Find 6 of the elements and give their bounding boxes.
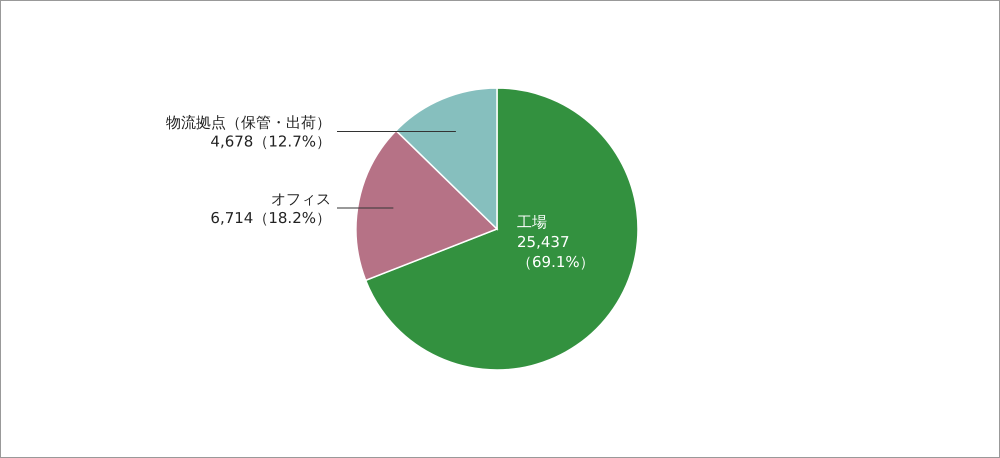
slice-label: 物流拠点（保管・出荷）	[166, 114, 331, 132]
data-label: 4,678（12.7%）	[210, 132, 331, 151]
slice-label: オフィス	[271, 190, 331, 208]
data-label: 6,714（18.2%）	[210, 208, 331, 227]
slice-label: 工場	[517, 213, 547, 231]
data-label: 25,437 （69.1%）	[517, 233, 595, 271]
